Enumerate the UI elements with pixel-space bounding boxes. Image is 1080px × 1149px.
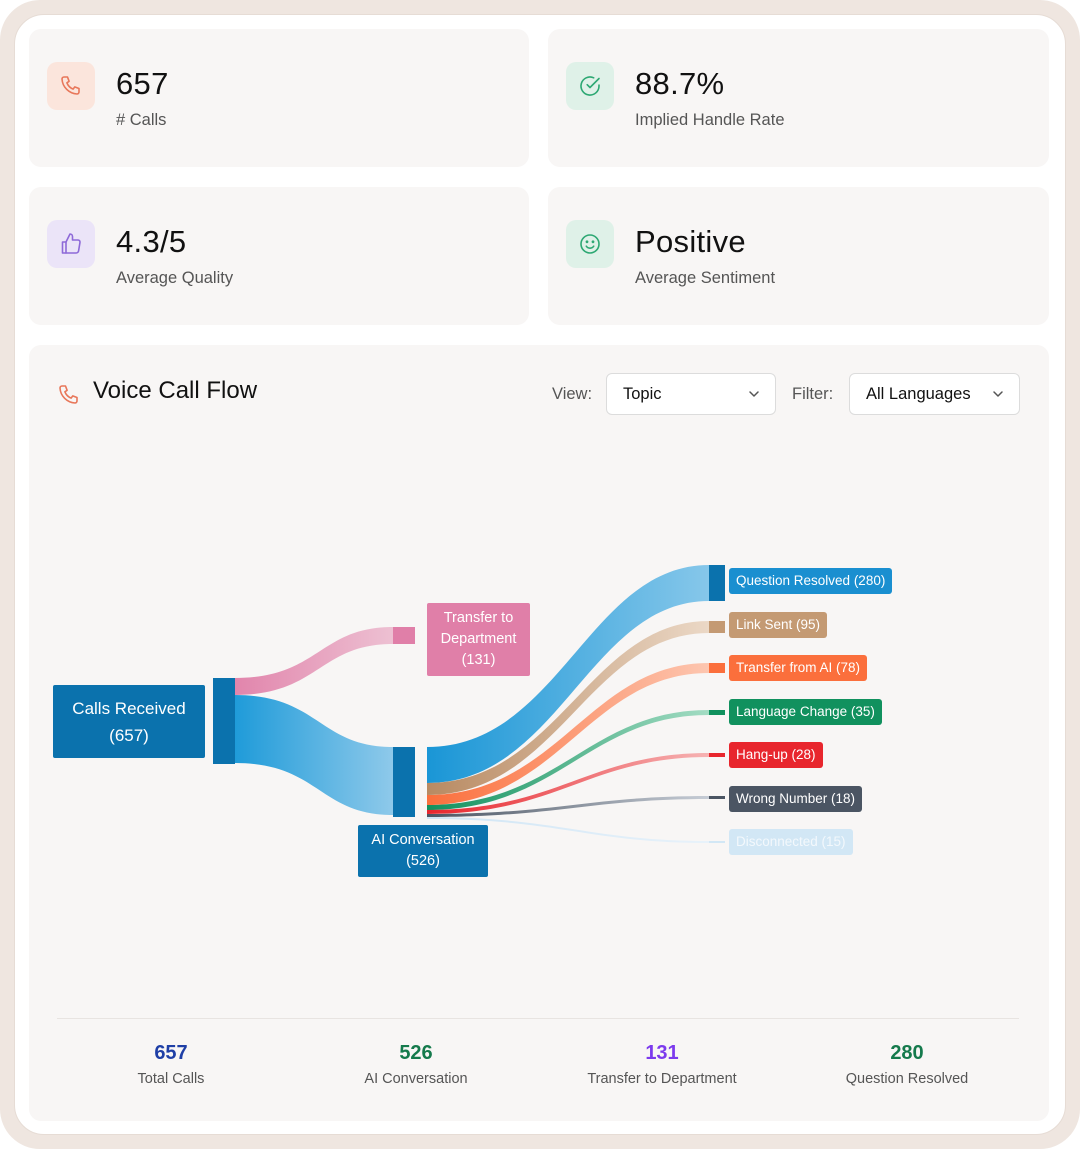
node-bar-disconnected [709, 841, 725, 843]
stat-card-sentiment: Positive Average Sentiment [548, 187, 1049, 325]
summary-total-calls-value: 657 [154, 1042, 188, 1064]
stat-value: 88.7% [635, 66, 725, 101]
voice-call-flow-panel: Voice Call Flow View: Topic Filter: All … [29, 345, 1049, 1121]
outcome-hang-up: Hang-up (28) [729, 742, 823, 768]
link-wrong-number [427, 796, 709, 817]
sankey-diagram [213, 565, 725, 843]
outcome-transfer-from-ai: Transfer from AI (78) [729, 655, 868, 681]
stat-label: Implied Handle Rate [635, 111, 785, 129]
stat-label: Average Quality [116, 269, 234, 287]
outcome-wrong-number: Wrong Number (18) [729, 786, 863, 812]
link-hang-up [427, 753, 709, 814]
stat-card-quality: 4.3/5 Average Quality [29, 187, 529, 325]
node-bar-link-sent [709, 621, 725, 633]
stat-card-calls: 657 # Calls [29, 29, 529, 167]
check-circle-icon [566, 62, 614, 110]
link-question-resolved [427, 565, 709, 783]
link-transfer-from-ai [427, 663, 709, 805]
stat-label: Average Sentiment [635, 269, 776, 287]
stat-value: 657 [116, 66, 169, 101]
stat-label: # Calls [116, 111, 167, 129]
filter-label: Filter: [792, 385, 834, 403]
summary-transfer-department-label: Transfer to Department [587, 1071, 737, 1087]
link-link-sent [427, 621, 709, 795]
filter-select-value: All Languages [866, 385, 971, 403]
link-transfer-department [235, 627, 393, 695]
node-calls-received: Calls Received (657) [53, 685, 205, 758]
stat-value: 4.3/5 [116, 224, 187, 259]
summary-ai-conversation-value: 526 [399, 1042, 433, 1064]
node-name-line: Transfer to [443, 610, 514, 626]
node-transfer-department: Transfer to Department (131) [427, 603, 530, 676]
node-name-line: Department [440, 631, 517, 647]
view-select-value: Topic [623, 385, 662, 403]
node-bar-question-resolved [709, 565, 725, 601]
outcome-disconnected: Disconnected (15) [729, 829, 853, 855]
node-bar-transfer-from-ai [709, 663, 725, 673]
node-name: AI Conversation [371, 832, 475, 848]
stat-card-handle-rate: 88.7% Implied Handle Rate [548, 29, 1049, 167]
link-disconnected [427, 817, 709, 843]
summary-transfer-department-value: 131 [645, 1042, 679, 1064]
node-name: Calls Received [72, 698, 186, 718]
outcome-question-resolved: Question Resolved (280) [729, 568, 893, 594]
outcome-link-sent: Link Sent (95) [729, 612, 828, 638]
divider [57, 1018, 1019, 1019]
summary-ai-conversation-label: AI Conversation [364, 1071, 468, 1087]
smile-icon [566, 220, 614, 268]
chevron-down-icon [993, 391, 1003, 397]
node-bar-hang-up [709, 753, 725, 757]
node-value: (526) [406, 853, 440, 869]
dashboard: 657 # Calls 88.7% Implied Handle Rate 4.… [14, 14, 1066, 1135]
panel-title: Voice Call Flow [93, 377, 258, 404]
phone-icon [47, 62, 95, 110]
node-bar-wrong-number [709, 796, 725, 799]
node-value: (657) [109, 725, 149, 745]
node-bar-language-change [709, 710, 725, 715]
summary-question-resolved-label: Question Resolved [845, 1071, 969, 1087]
summary-question-resolved-value: 280 [890, 1042, 924, 1064]
outcome-language-change: Language Change (35) [729, 699, 882, 725]
view-select[interactable]: Topic [606, 373, 776, 415]
phone-icon [59, 385, 78, 404]
thumbs-up-icon [47, 220, 95, 268]
node-bar-transfer-department [393, 627, 415, 644]
chevron-down-icon [749, 391, 759, 397]
node-value: (131) [461, 652, 496, 668]
filter-select[interactable]: All Languages [849, 373, 1020, 415]
node-ai-conversation: AI Conversation (526) [358, 825, 488, 877]
node-bar-ai-conversation [393, 747, 415, 817]
node-bar-calls-received [213, 678, 235, 764]
stat-value: Positive [635, 224, 746, 259]
link-ai-conversation [235, 695, 393, 815]
view-label: View: [552, 385, 593, 403]
summary-total-calls-label: Total Calls [137, 1071, 205, 1087]
